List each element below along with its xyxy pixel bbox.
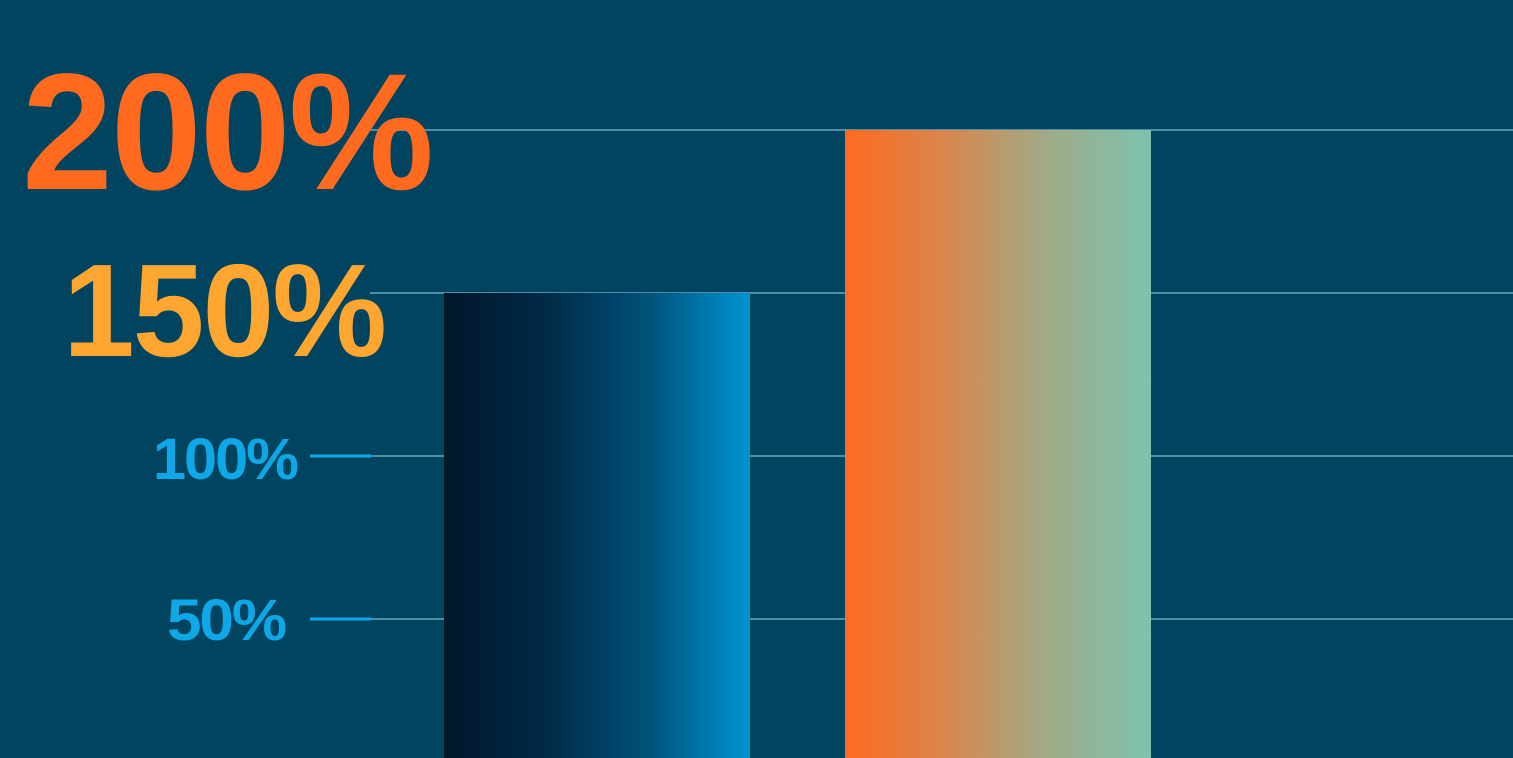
y-tick-label-200: 200% [22, 40, 432, 225]
bar-1 [444, 293, 750, 758]
y-axis-ticks: 50% 100% 150%200% [22, 40, 434, 653]
y-tick-label-150: 150% [63, 237, 385, 384]
bars [444, 130, 1151, 758]
bar-2 [845, 130, 1151, 758]
y-tick-label-50: 50% [167, 588, 287, 653]
y-tick-label-100: 100% [153, 427, 298, 492]
